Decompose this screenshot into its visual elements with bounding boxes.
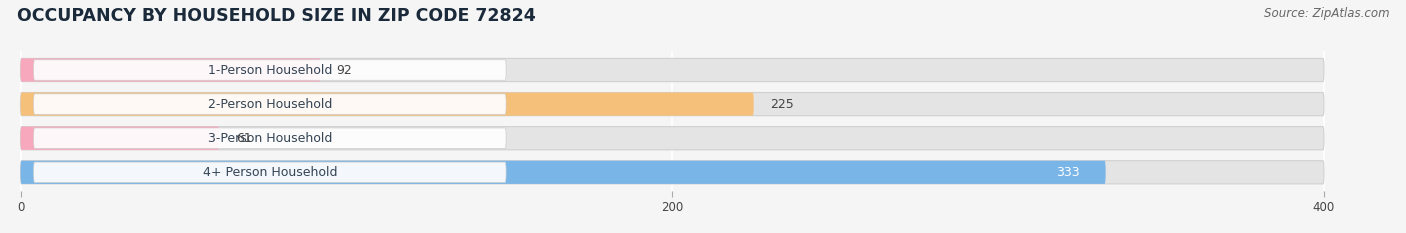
Text: 61: 61 [236,132,252,145]
FancyBboxPatch shape [21,127,219,150]
Text: 4+ Person Household: 4+ Person Household [202,166,337,179]
Text: 92: 92 [336,64,353,76]
FancyBboxPatch shape [34,128,506,148]
FancyBboxPatch shape [34,94,506,114]
FancyBboxPatch shape [21,93,754,116]
Text: 225: 225 [770,98,794,111]
Text: 2-Person Household: 2-Person Household [208,98,332,111]
FancyBboxPatch shape [21,93,1324,116]
Text: Source: ZipAtlas.com: Source: ZipAtlas.com [1264,7,1389,20]
FancyBboxPatch shape [21,58,1324,82]
FancyBboxPatch shape [21,161,1105,184]
Text: 1-Person Household: 1-Person Household [208,64,332,76]
FancyBboxPatch shape [34,162,506,182]
FancyBboxPatch shape [21,161,1324,184]
FancyBboxPatch shape [21,58,321,82]
Text: OCCUPANCY BY HOUSEHOLD SIZE IN ZIP CODE 72824: OCCUPANCY BY HOUSEHOLD SIZE IN ZIP CODE … [17,7,536,25]
FancyBboxPatch shape [21,127,1324,150]
FancyBboxPatch shape [34,60,506,80]
Text: 333: 333 [1056,166,1080,179]
Text: 3-Person Household: 3-Person Household [208,132,332,145]
